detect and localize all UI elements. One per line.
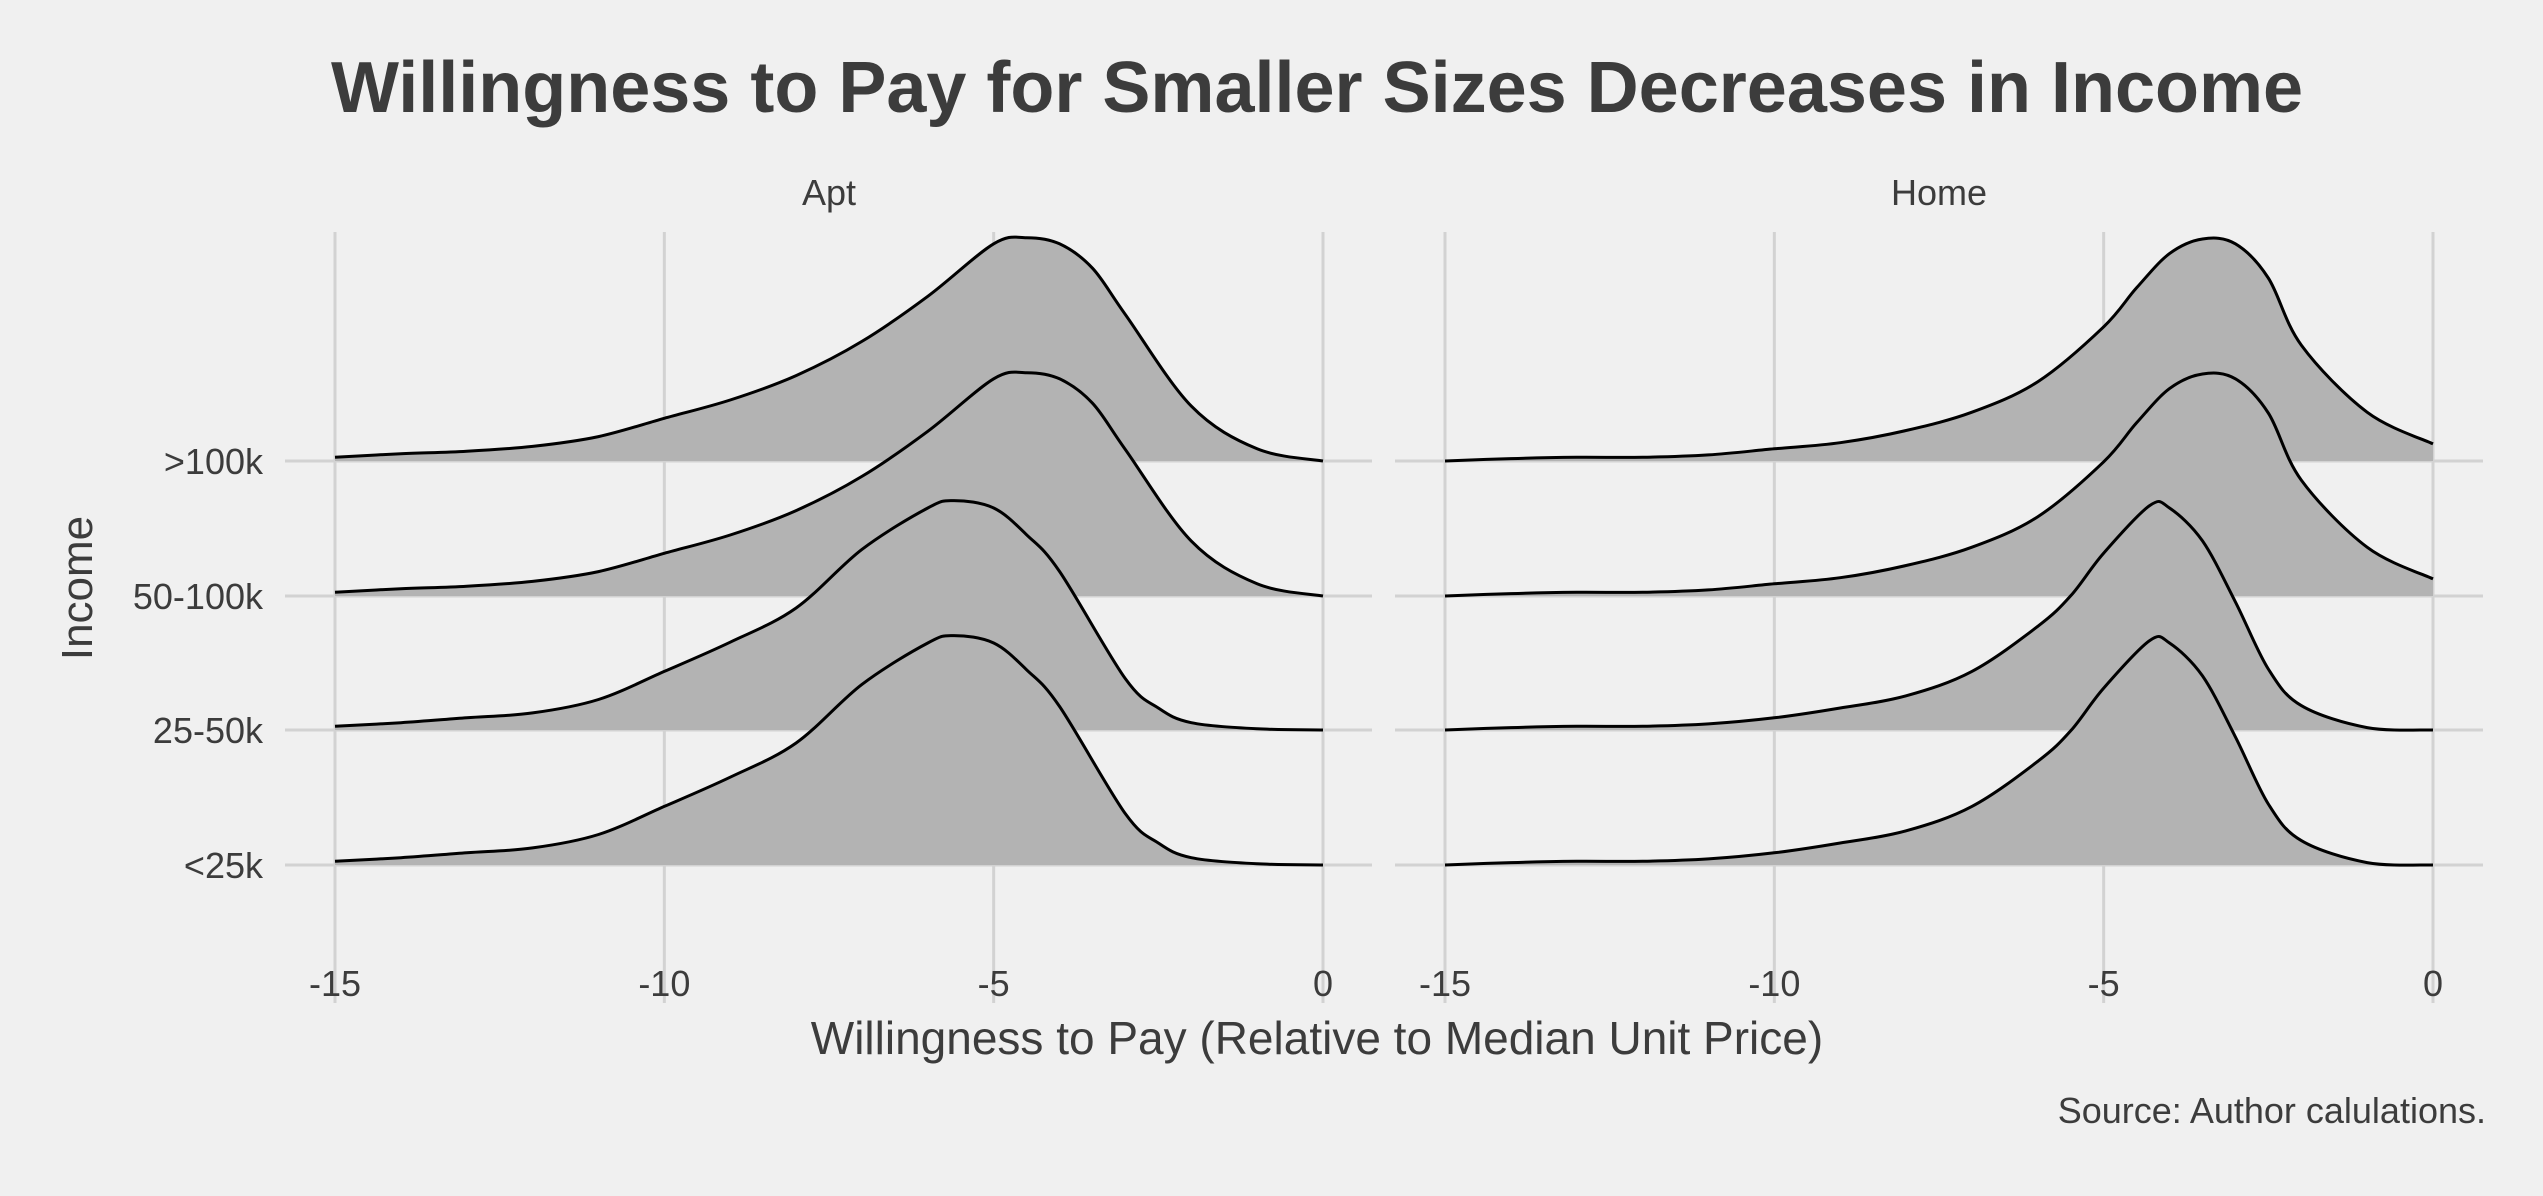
source-caption: Source: Author calulations. — [2058, 1090, 2486, 1131]
plot-panels: Apt -15 -10 -5 0 Home -15 -10 -5 0 — [285, 172, 2483, 1004]
ridge-fill-50-100k — [335, 372, 1323, 596]
y-tick-label: 50-100k — [133, 576, 264, 617]
x-tick-label: -10 — [1748, 963, 1800, 1004]
x-tick-label: -15 — [1419, 963, 1471, 1004]
ridge-fill->100k — [1445, 238, 2433, 461]
panel-home: Home -15 -10 -5 0 — [1395, 172, 2483, 1004]
y-tick-label: <25k — [184, 845, 264, 886]
ridge-line-50-100k — [334, 370, 1324, 598]
ridge-line-25-50k — [1444, 499, 2434, 732]
ridge-line->100k — [334, 235, 1324, 463]
x-tick-label: 0 — [1313, 963, 1333, 1004]
facet-label: Home — [1891, 172, 1987, 213]
panel-apt: Apt -15 -10 -5 0 — [285, 172, 1372, 1004]
x-tick-label: -15 — [309, 963, 361, 1004]
ridge-fill-<25k — [1445, 636, 2433, 866]
facet-label: Apt — [802, 172, 856, 213]
ridge-line-<25k — [1444, 634, 2434, 867]
y-tick-labels: <25k 25-50k 50-100k >100k — [133, 441, 264, 886]
ridge-fill-25-50k — [335, 500, 1323, 730]
ridge-line-<25k — [334, 634, 1324, 867]
ridge-line-50-100k — [1444, 371, 2434, 598]
ridge-line->100k — [1444, 236, 2434, 463]
x-tick-label: -10 — [638, 963, 690, 1004]
ridge-fill->100k — [335, 237, 1323, 461]
chart-title: Willingness to Pay for Smaller Sizes Dec… — [331, 48, 2303, 128]
y-tick-label: >100k — [164, 441, 264, 482]
x-axis-label: Willingness to Pay (Relative to Median U… — [811, 1012, 1823, 1064]
ridge-line-25-50k — [334, 499, 1324, 732]
x-tick-label: -5 — [978, 963, 1010, 1004]
y-tick-label: 25-50k — [153, 710, 264, 751]
x-tick-label: 0 — [2423, 963, 2443, 1004]
y-axis-label: Income — [53, 516, 102, 660]
ridge-fill-<25k — [335, 635, 1323, 865]
x-tick-label: -5 — [2088, 963, 2120, 1004]
